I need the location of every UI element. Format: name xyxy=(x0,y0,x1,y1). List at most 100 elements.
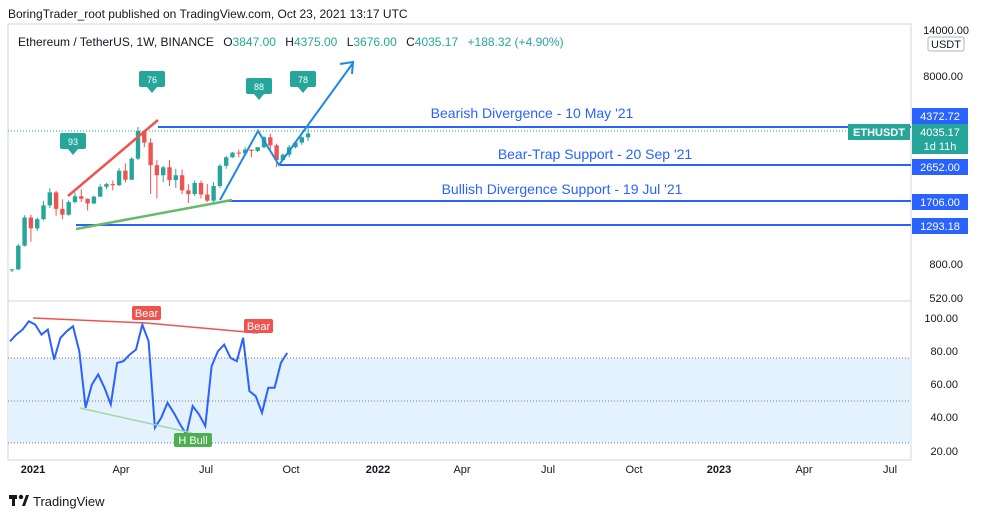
candle-body xyxy=(192,182,197,195)
value-markers: 93 76 88 78 xyxy=(60,71,316,155)
candle-body xyxy=(179,175,185,191)
price-tag-2652: 2652.00 xyxy=(912,159,968,175)
svg-text:1706.00: 1706.00 xyxy=(920,197,960,209)
svg-text:Bear: Bear xyxy=(247,321,271,333)
candle-body xyxy=(28,217,34,229)
price-tag-4372: 4372.72 xyxy=(912,108,968,124)
time-tick: 2021 xyxy=(21,464,45,476)
time-tick: Apr xyxy=(112,464,129,476)
candle-body xyxy=(60,208,65,215)
open-value: 3847.00 xyxy=(233,35,277,49)
price-tick: 520.00 xyxy=(929,293,963,305)
symbol-title[interactable]: Ethereum / TetherUS, 1W, BINANCE xyxy=(18,35,214,49)
forecast-arrow xyxy=(219,60,355,201)
close-label: C xyxy=(406,35,415,49)
svg-text:H Bull: H Bull xyxy=(178,435,207,447)
level-lines xyxy=(76,126,911,226)
price-axis[interactable]: 14000.00 USDT 8000.00 800.00 520.00 xyxy=(923,25,969,305)
candle-body xyxy=(16,245,21,270)
open-label: O xyxy=(223,35,232,49)
candle-body xyxy=(66,202,71,215)
candle-body xyxy=(85,198,90,204)
time-tick: Jul xyxy=(883,464,897,476)
price-tag-1293: 1293.18 xyxy=(912,218,968,234)
value-marker: 93 xyxy=(60,133,86,155)
candle-body xyxy=(47,192,52,206)
candle-body xyxy=(236,152,241,154)
value-marker-label: 88 xyxy=(254,82,264,92)
price-tick: 800.00 xyxy=(929,259,963,271)
value-marker-label: 78 xyxy=(298,75,308,85)
candle-body xyxy=(53,192,59,209)
svg-text:1293.18: 1293.18 xyxy=(920,221,960,233)
svg-text:4372.72: 4372.72 xyxy=(920,111,960,123)
svg-text:Ethereum / TetherUS, 1W, BINAN: Ethereum / TetherUS, 1W, BINANCE O3847.0… xyxy=(18,35,564,49)
candle-body xyxy=(280,154,286,161)
time-axis[interactable]: 2021 Apr Jul Oct 2022 Apr Jul Oct 2023 Apr Jul xyxy=(21,464,897,476)
time-tick: 2022 xyxy=(366,464,390,476)
value-marker: 78 xyxy=(290,71,316,93)
ticker-label: ETHUSDT xyxy=(853,127,905,139)
bear-label-2: Bear xyxy=(244,319,273,333)
low-label: L xyxy=(347,35,354,49)
change-value: +188.32 (+4.90%) xyxy=(468,35,564,49)
rsi-line xyxy=(9,320,289,437)
chart-frame xyxy=(7,23,912,461)
time-tick: Apr xyxy=(453,464,470,476)
candle-body xyxy=(135,130,141,159)
value-marker-label: 93 xyxy=(68,137,78,147)
candle-body xyxy=(293,142,298,148)
currency-label: USDT xyxy=(931,39,961,51)
time-tick: 2023 xyxy=(707,464,731,476)
price-tag-1706: 1706.00 xyxy=(912,194,968,210)
candle-body xyxy=(242,149,248,154)
candle-body xyxy=(255,147,260,151)
last-price-value: 4035.17 xyxy=(920,127,960,139)
candle-body xyxy=(123,170,128,180)
candle-body xyxy=(205,194,210,201)
candle-body xyxy=(217,165,223,186)
publish-line: BoringTrader_root published on TradingVi… xyxy=(8,7,408,21)
candle-body xyxy=(116,170,122,186)
candle-body xyxy=(173,175,178,181)
bar-countdown: 1d 11h xyxy=(924,141,957,153)
svg-text:2652.00: 2652.00 xyxy=(920,162,960,174)
candle-body xyxy=(129,158,134,180)
last-price-tag: ETHUSDT 4035.17 1d 11h xyxy=(848,124,968,154)
osc-tick: 100.00 xyxy=(924,313,958,325)
candle-body xyxy=(305,133,311,138)
time-tick: Oct xyxy=(625,464,642,476)
rsi-bear-divergence-line-2 xyxy=(145,322,259,334)
osc-tick: 60.00 xyxy=(930,379,958,391)
candle-body xyxy=(274,145,279,161)
candle-body xyxy=(268,137,273,146)
candle-body xyxy=(9,269,15,271)
bearish-trendline xyxy=(67,119,159,197)
oscillator-axis[interactable]: 100.00 80.00 60.00 40.00 20.00 xyxy=(924,313,958,458)
bear-label-1: Bear xyxy=(132,306,161,320)
svg-text:Bear: Bear xyxy=(135,308,159,320)
time-tick: Apr xyxy=(795,464,812,476)
candle-body xyxy=(110,184,115,186)
candle-body xyxy=(224,157,229,166)
osc-tick: 40.00 xyxy=(930,412,958,424)
osc-tick: 20.00 xyxy=(930,446,958,458)
candle-body xyxy=(148,142,153,166)
level-label-bearish: Bearish Divergence - 10 May '21 xyxy=(431,105,634,121)
candle-body xyxy=(198,182,204,195)
candle-body xyxy=(167,167,172,181)
candle-body xyxy=(211,185,216,201)
level-label-beartrap: Bear-Trap Support - 20 Sep '21 xyxy=(498,146,693,162)
level-label-bullish: Bullish Divergence Support - 19 Jul '21 xyxy=(442,181,683,197)
rsi-bear-divergence-line xyxy=(32,317,147,324)
time-tick: Jul xyxy=(199,464,213,476)
symbol-header: Ethereum / TetherUS, 1W, BINANCE O3847.0… xyxy=(18,35,564,49)
bullish-trendline xyxy=(75,198,233,231)
candle-body xyxy=(35,219,40,229)
candle-body xyxy=(299,137,304,143)
tradingview-logo[interactable]: TradingView xyxy=(9,494,105,509)
low-value: 3676.00 xyxy=(353,35,397,49)
rsi-hidden-bull-line xyxy=(79,407,193,434)
time-tick: Oct xyxy=(282,464,299,476)
